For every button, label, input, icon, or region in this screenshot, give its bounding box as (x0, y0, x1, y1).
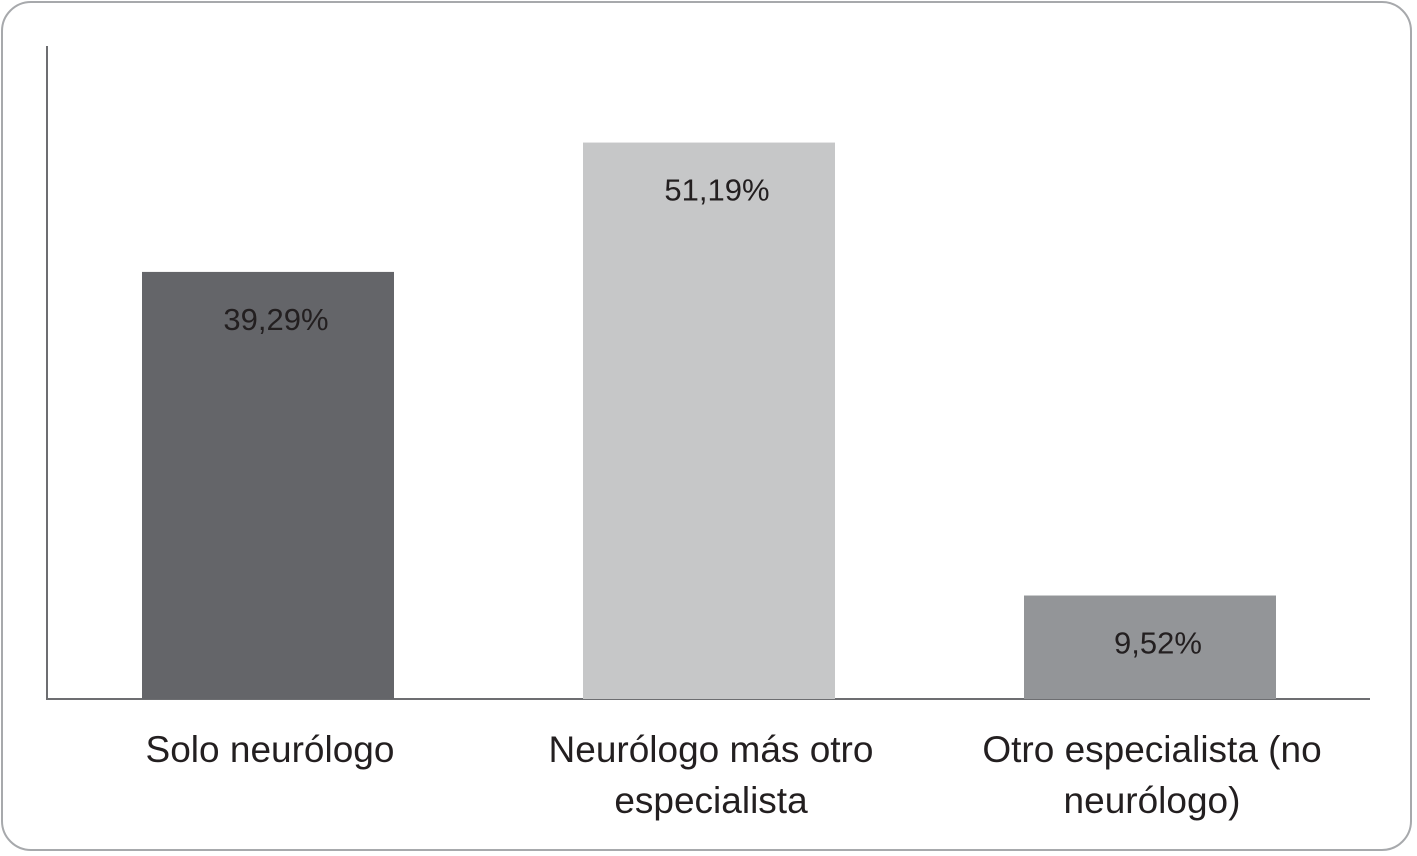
data-label-1: 39,29% (223, 302, 328, 337)
data-label-2: 51,19% (664, 173, 769, 208)
category-label-3-line-2: neurólogo) (1064, 780, 1241, 821)
category-label-3-line-1: Otro especialista (no (982, 729, 1321, 770)
category-label-1: Solo neurólogo (146, 729, 395, 770)
bar-3 (1024, 595, 1276, 699)
category-label-2-line-2: especialista (614, 780, 808, 821)
labels-group: 39,29% Solo neurólogo 51,19% Neurólogo más … (146, 173, 1322, 821)
bar-1 (142, 271, 394, 699)
bars-group (142, 142, 1276, 699)
data-label-3: 9,52% (1114, 626, 1202, 661)
bar-2 (583, 142, 835, 699)
category-label-2-line-1: Neurólogo más otro (549, 729, 874, 770)
